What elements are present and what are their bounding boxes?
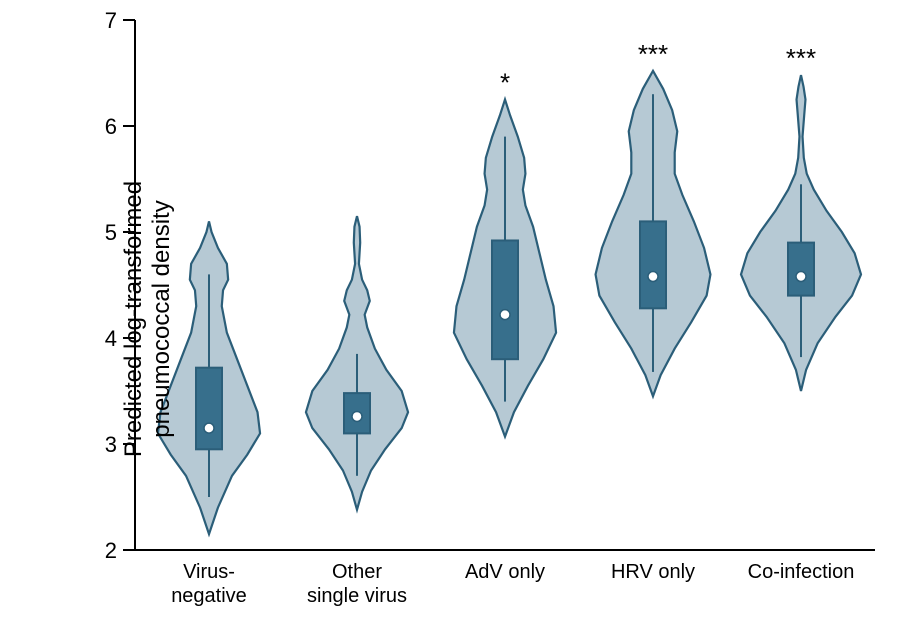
box-hrv-only	[640, 221, 666, 308]
xlabel-virus-negative: Virus-	[183, 561, 235, 583]
y-axis-label-line2: pneumococcal density	[148, 180, 176, 456]
xlabel-co-infection: Co-infection	[748, 561, 855, 583]
xlabel-adv-only: AdV only	[465, 561, 545, 583]
sig-co-infection: ***	[786, 43, 816, 73]
box-adv-only	[492, 240, 518, 359]
ytick-label: 6	[105, 114, 117, 139]
median-virus-negative	[204, 423, 214, 433]
xlabel-other-single-virus: Other	[332, 561, 382, 583]
median-adv-only	[500, 310, 510, 320]
ytick-label: 7	[105, 8, 117, 33]
ytick-label: 2	[105, 538, 117, 563]
median-hrv-only	[648, 272, 658, 282]
ytick-label: 3	[105, 432, 117, 457]
xlabel2-virus-negative: negative	[171, 585, 247, 607]
sig-adv-only: *	[500, 68, 510, 98]
ytick-label: 4	[105, 326, 117, 351]
median-other-single-virus	[352, 411, 362, 421]
y-axis-label-line1: Predicted log-transformed	[120, 180, 148, 456]
box-virus-negative	[196, 368, 222, 450]
xlabel2-other-single-virus: single virus	[307, 585, 407, 607]
y-axis-label: Predicted log-transformed pneumococcal d…	[120, 180, 176, 456]
box-co-infection	[788, 243, 814, 296]
xlabel-hrv-only: HRV only	[611, 561, 695, 583]
violin-chart: Predicted log-transformed pneumococcal d…	[0, 0, 900, 637]
median-co-infection	[796, 272, 806, 282]
sig-hrv-only: ***	[638, 39, 668, 69]
ytick-label: 5	[105, 220, 117, 245]
